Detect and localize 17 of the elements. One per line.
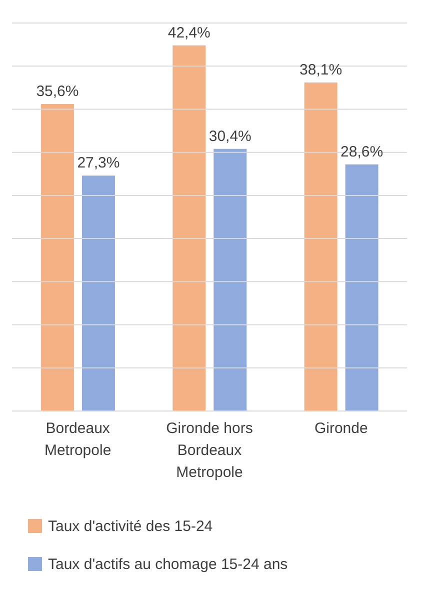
bar (345, 164, 378, 411)
legend-label: Taux d'activité des 15-24 (48, 518, 213, 534)
x-tick-label: Gironde hors Bordeaux Metropole (166, 420, 253, 481)
bar (214, 148, 247, 411)
data-label: 35,6% (36, 83, 79, 100)
data-label: 42,4% (168, 24, 210, 42)
bar (172, 45, 206, 411)
data-label: 28,6% (340, 143, 384, 160)
legend-label: Taux d'actifs au chomage 15-24 ans (48, 556, 288, 572)
x-tick-label: Bordeaux Metropole (44, 420, 112, 459)
data-label: 27,3% (77, 154, 120, 172)
bar (82, 176, 115, 411)
x-tick-label: Gironde (314, 420, 368, 437)
bar (40, 104, 74, 411)
data-label: 30,4% (208, 128, 252, 145)
bar (304, 82, 338, 411)
data-label: 38,1% (300, 61, 342, 78)
